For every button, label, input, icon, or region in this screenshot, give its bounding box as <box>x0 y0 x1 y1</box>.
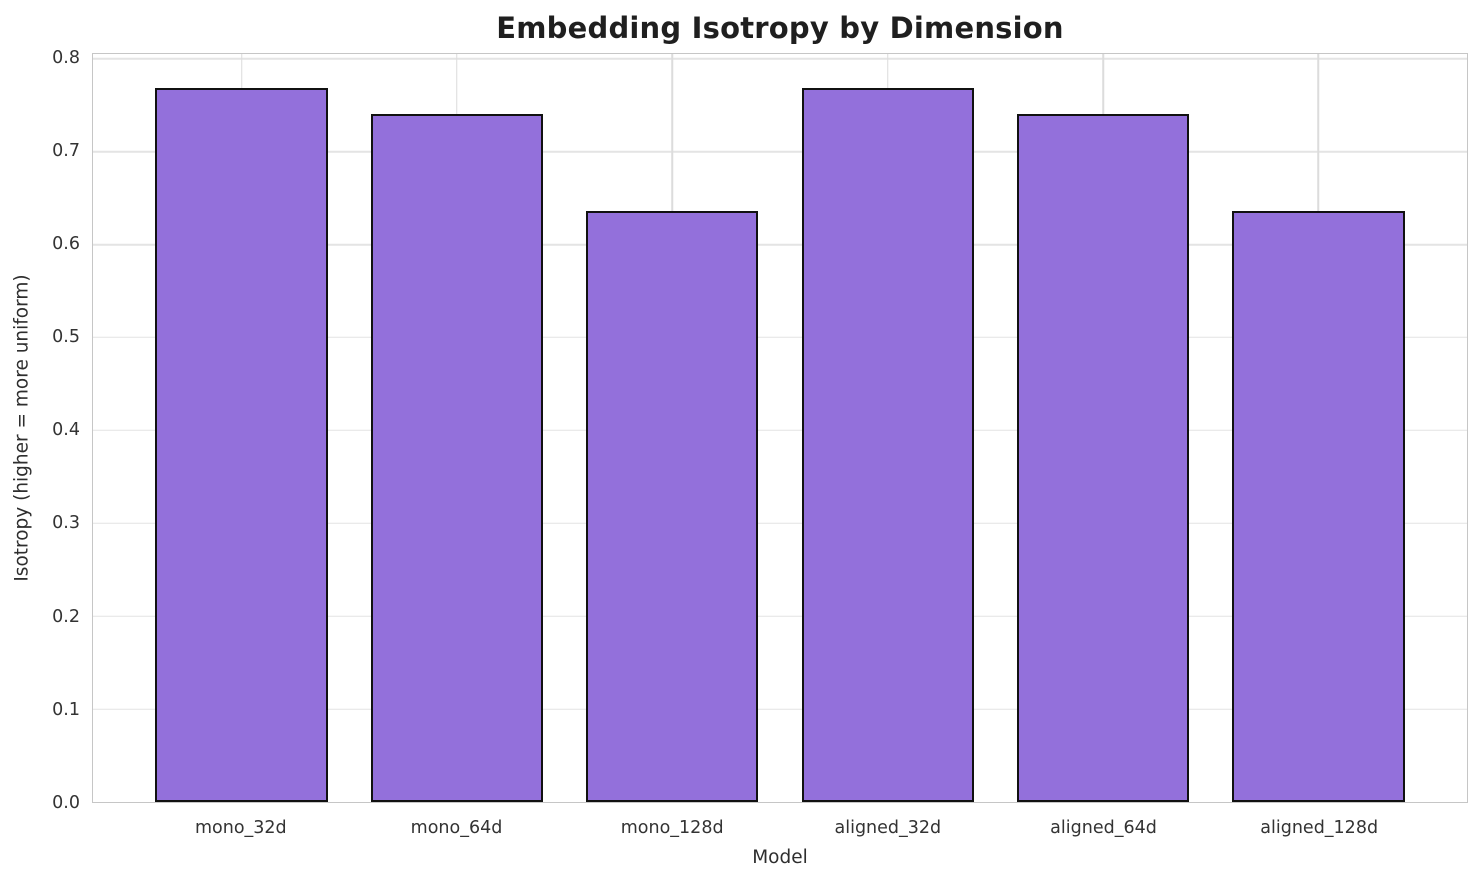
gridline-horizontal <box>93 708 1467 710</box>
y-tick-label: 0.1 <box>52 699 80 720</box>
y-tick-label: 0.3 <box>52 513 80 534</box>
bar-aligned_64d <box>1016 114 1190 802</box>
x-tick-label: aligned_128d <box>1260 818 1379 838</box>
bar-aligned_128d <box>1232 211 1405 802</box>
y-axis-label: Isotropy (higher = more uniform) <box>11 274 33 582</box>
y-tick-label: 0.8 <box>52 47 80 68</box>
y-tick-label: 0.4 <box>52 420 80 441</box>
x-tick-label: aligned_64d <box>1050 818 1157 838</box>
x-tick-label: mono_128d <box>620 818 724 838</box>
bar-mono_32d <box>155 88 328 802</box>
x-tick-label: aligned_32d <box>834 818 942 838</box>
y-tick-label: 0.2 <box>52 606 80 627</box>
x-tick-label: mono_64d <box>410 818 503 838</box>
y-tick-label: 0.7 <box>52 140 80 161</box>
chart-title: Embedding Isotropy by Dimension <box>496 11 1064 45</box>
gridline-horizontal <box>93 615 1467 617</box>
x-axis-label: Model <box>752 847 808 868</box>
gridline-horizontal <box>93 429 1467 432</box>
gridline-horizontal <box>93 336 1467 339</box>
plot-area <box>92 53 1468 803</box>
x-tick-label: mono_32d <box>194 818 287 838</box>
gridline-horizontal <box>93 150 1467 153</box>
gridline-horizontal <box>93 57 1467 60</box>
gridline-horizontal <box>93 243 1467 246</box>
gridline-horizontal <box>93 522 1467 524</box>
bar-mono_128d <box>586 211 759 802</box>
bar-aligned_32d <box>801 88 974 802</box>
bar-mono_64d <box>370 114 544 802</box>
x-axis-ticks: mono_32d mono_64d mono_128d aligned_32d alig… <box>92 818 1468 842</box>
y-axis-ticks: 0.0 0.1 0.2 0.3 0.4 0.5 0.6 0.7 0.8 <box>0 48 80 813</box>
y-tick-label: 0.0 <box>52 793 80 813</box>
y-tick-label: 0.5 <box>52 327 80 348</box>
y-tick-label: 0.6 <box>52 233 80 254</box>
